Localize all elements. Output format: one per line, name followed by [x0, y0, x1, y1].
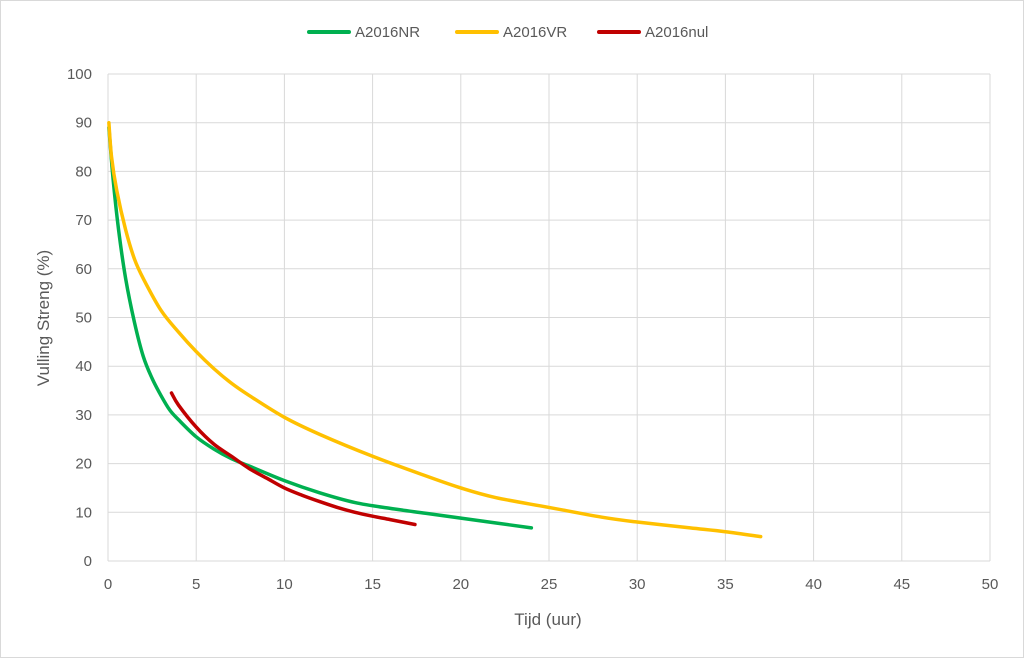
x-tick-label: 20 [452, 576, 469, 593]
x-tick-label: 45 [893, 576, 910, 593]
x-tick-label: 50 [982, 576, 999, 593]
x-tick-label: 25 [541, 576, 558, 593]
y-tick-label: 10 [75, 504, 92, 521]
y-tick-label: 60 [75, 261, 92, 278]
x-tick-label: 10 [276, 576, 293, 593]
y-tick-label: 90 [75, 115, 92, 132]
axes: 0 5 10 15 20 25 30 35 40 45 50 0 10 20 30 40 50 60 70 80 90 1… [67, 66, 998, 593]
legend-label: A2016VR [503, 24, 567, 41]
legend: A2016NR A2016VR A2016nul [307, 24, 708, 41]
y-tick-label: 30 [75, 407, 92, 424]
y-tick-label: 80 [75, 163, 92, 180]
series-line-a2016nul [169, 391, 417, 527]
series-lines [107, 120, 763, 539]
series-line-a2016vr [107, 120, 763, 539]
legend-label: A2016NR [355, 24, 420, 41]
x-tick-label: 30 [629, 576, 646, 593]
y-axis-title: Vulling Streng (%) [34, 250, 53, 386]
x-tick-label: 5 [192, 576, 200, 593]
y-tick-label: 70 [75, 212, 92, 229]
x-axis-title: Tijd (uur) [514, 610, 581, 629]
y-tick-label: 50 [75, 310, 92, 327]
x-tick-label: 15 [364, 576, 381, 593]
y-tick-label: 20 [75, 456, 92, 473]
x-tick-label: 0 [104, 576, 112, 593]
x-tick-label: 40 [805, 576, 822, 593]
x-tick-label: 35 [717, 576, 734, 593]
y-tick-label: 0 [84, 553, 92, 570]
series-line-a2016nr [107, 125, 534, 530]
y-tick-label: 40 [75, 358, 92, 375]
y-tick-label: 100 [67, 66, 92, 83]
grid-lines [108, 73, 991, 561]
legend-label: A2016nul [645, 24, 708, 41]
